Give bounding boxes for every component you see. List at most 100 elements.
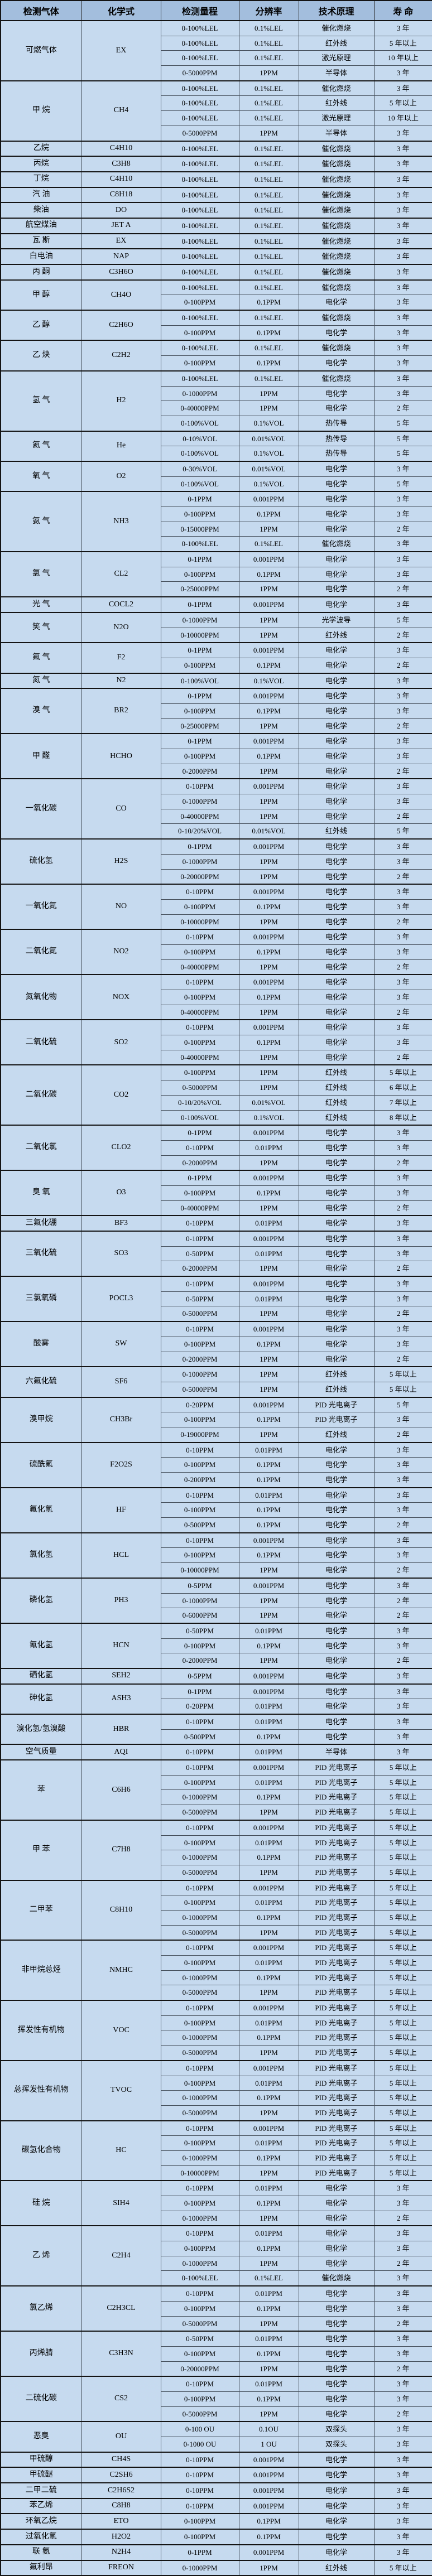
- resolution-cell: 0.001PPM: [238, 491, 299, 508]
- life-cell: 3 年: [373, 1291, 432, 1307]
- range-cell: 0-10PPM: [160, 1713, 239, 1730]
- table-row: 氯乙烯 C2H3CL 0-10PPM 0.01PPM 电化学 3 年: [0, 2285, 432, 2332]
- life-cell: 2 年: [373, 521, 432, 537]
- principle-cell: 电化学: [298, 672, 375, 689]
- table-row: 0-100PPM 0.1PPM 电化学 3 年: [1, 2391, 432, 2407]
- resolution-cell: 0.01PPM: [238, 1246, 299, 1262]
- range-cell: 0-10PPM: [160, 1819, 239, 1836]
- resolution-cell: 1 OU: [238, 2436, 299, 2453]
- gas-name-cell: 过氧化氢: [0, 2529, 82, 2545]
- resolution-cell: 0.1PPM: [238, 1789, 299, 1806]
- formula-cell: BF3: [81, 1215, 161, 1232]
- life-cell: 3 年: [373, 125, 432, 142]
- resolution-cell: 0.001PPM: [238, 929, 299, 945]
- range-cell: 0-10/20%VOL: [160, 1094, 239, 1111]
- resolution-cell: 1PPM: [238, 125, 299, 142]
- range-cell: 0-500PPM: [160, 1729, 239, 1745]
- life-cell: 3 年: [373, 295, 432, 311]
- resolution-cell: 0.1PPM: [238, 2196, 299, 2211]
- gas-name-cell: 甲 苯: [0, 1819, 82, 1881]
- life-cell: 3 年: [373, 80, 432, 97]
- gas-name-cell: 航空煤油: [0, 217, 82, 234]
- range-cell: 0-10000PPM: [160, 2165, 239, 2181]
- life-cell: 5 年以上: [373, 95, 432, 112]
- table-row: 0-1000PPM 1PPM 电化学 2 年: [1, 2255, 432, 2271]
- gas-name-cell: 恶臭: [0, 2421, 82, 2453]
- table-row: 0-100PPM 0.01PPM PID 光电离子 5 年以上: [1, 2135, 432, 2151]
- range-cell: 0-100%LEL: [160, 264, 239, 281]
- table-row: 0-50PPM 0.01PPM 电化学 3 年: [1, 1291, 432, 1307]
- life-cell: 2 年: [373, 2255, 432, 2271]
- gas-name-cell: 三氯氧磷: [0, 1276, 82, 1322]
- gas-name-cell: 臭 氧: [0, 1170, 82, 1216]
- life-cell: 3 年: [373, 551, 432, 567]
- principle-cell: PID 光电离子: [298, 1955, 375, 1971]
- table-row: 0-100PPM 0.1PPM 电化学 2 年: [1, 657, 432, 674]
- range-cell: 0-40000PPM: [160, 401, 239, 416]
- formula-cell: O2: [81, 460, 161, 492]
- range-cell: 0-100PPM: [160, 1774, 239, 1791]
- resolution-cell: 0.1PPM: [238, 990, 299, 1005]
- range-cell: 0-1000PPM: [160, 2559, 239, 2576]
- life-cell: 5 年以上: [373, 1970, 432, 1986]
- principle-cell: 催化燃烧: [298, 233, 375, 249]
- resolution-cell: 0.01PPM: [238, 1140, 299, 1156]
- table-row: 0-100PPM 0.1PPM 电化学 3 年: [1, 1336, 432, 1352]
- resolution-cell: 0.1%LEL: [238, 310, 299, 326]
- principle-cell: 电化学: [298, 2225, 375, 2242]
- life-cell: 3 年: [373, 596, 432, 613]
- life-cell: 7 年以上: [373, 1094, 432, 1111]
- table-row: 0-10000PPM 1PPM PID 光电离子 5 年以上: [1, 2165, 432, 2181]
- range-cell: 0-25000PPM: [160, 718, 239, 734]
- life-cell: 3 年: [373, 1667, 432, 1685]
- resolution-cell: 0.1PPM: [238, 1909, 299, 1926]
- life-cell: 3 年: [373, 460, 432, 477]
- range-cell: 0-20PPM: [160, 1699, 239, 1715]
- table-row: 0-100%LEL 0.1%LEL 激光原理 10 年以上: [1, 50, 432, 66]
- gas-name-cell: 氮 气: [0, 672, 82, 689]
- table-row: 氰化氢 HCN 0-50PPM 0.01PPM 电化学 3 年: [0, 1622, 432, 1669]
- range-cell: 0-100PPM: [160, 944, 239, 960]
- life-cell: 5 年以上: [373, 35, 432, 51]
- life-cell: 3 年: [373, 1035, 432, 1050]
- table-row: 0-19000PPM 1PPM 红外线 2 年: [1, 1426, 432, 1443]
- resolution-cell: 1PPM: [238, 1653, 299, 1669]
- gas-name-cell: 甲 醇: [0, 279, 82, 311]
- range-cell: 0-100%LEL: [160, 20, 239, 36]
- resolution-cell: 0.1%LEL: [238, 186, 299, 203]
- resolution-cell: 0.001PPM: [238, 1276, 299, 1292]
- principle-cell: PID 光电离子: [298, 1805, 375, 1821]
- range-cell: 0-1PPM: [160, 733, 239, 750]
- table-row: 乙 烯 C2H4 0-10PPM 0.01PPM 电化学 3 年: [0, 2225, 432, 2286]
- table-row: 溴化氢/氢溴酸 HBR 0-10PPM 0.01PPM 电化学 3 年: [0, 1713, 432, 1745]
- range-cell: 0-100PPM: [160, 899, 239, 915]
- formula-cell: O3: [81, 1170, 161, 1216]
- resolution-cell: 0.1PPM: [238, 295, 299, 311]
- formula-cell: DO: [81, 202, 161, 219]
- range-cell: 0-10PPM: [160, 2451, 239, 2468]
- principle-cell: 电化学: [298, 1502, 375, 1518]
- formula-cell: HBR: [81, 1713, 161, 1745]
- life-cell: 3 年: [373, 385, 432, 402]
- formula-cell: FREON: [81, 2559, 161, 2576]
- principle-cell: 电化学: [298, 703, 375, 719]
- range-cell: 0-100PPM: [160, 2346, 239, 2362]
- range-cell: 0-10PPM: [160, 2482, 239, 2499]
- formula-cell: C6H6: [81, 1759, 161, 1821]
- range-cell: 0-5000PPM: [160, 65, 239, 81]
- principle-cell: 电化学: [298, 325, 375, 341]
- range-cell: 0-100%LEL: [160, 310, 239, 326]
- principle-cell: 电化学: [298, 1215, 375, 1232]
- life-cell: 2 年: [373, 914, 432, 930]
- resolution-cell: 1PPM: [238, 65, 299, 81]
- range-cell: 0-20000PPM: [160, 869, 239, 885]
- formula-cell: ASH3: [81, 1683, 161, 1715]
- resolution-cell: 0.1PPM: [238, 749, 299, 764]
- principle-cell: 电化学: [298, 657, 375, 674]
- table-row: 0-100PPM 0.01PPM PID 光电离子 5 年以上: [1, 1774, 432, 1791]
- resolution-cell: 0.1%LEL: [238, 171, 299, 188]
- resolution-cell: 1PPM: [238, 869, 299, 885]
- principle-cell: 催化燃烧: [298, 370, 375, 387]
- resolution-cell: 0.1%LEL: [238, 95, 299, 112]
- header-range: 检测量程: [160, 0, 239, 21]
